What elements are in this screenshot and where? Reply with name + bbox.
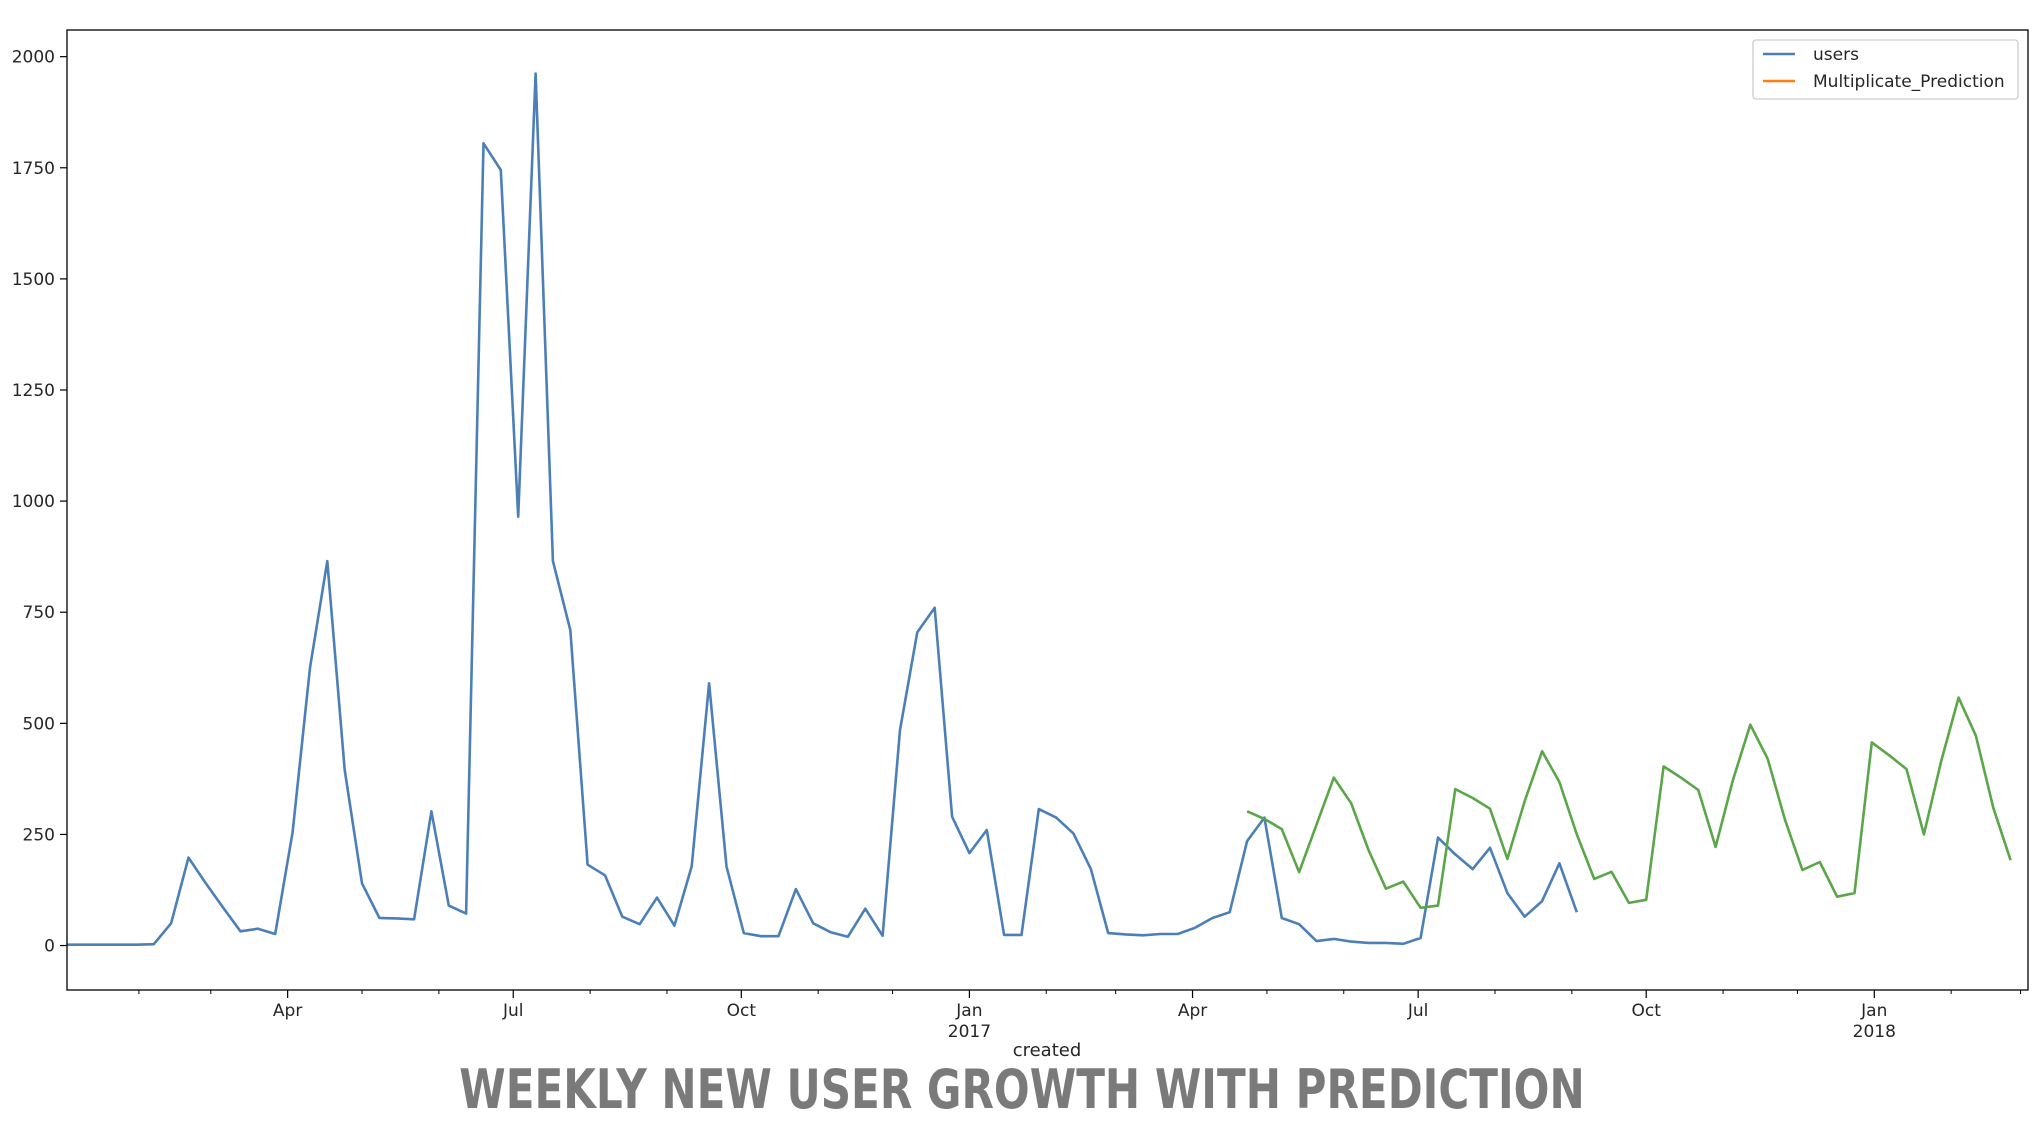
y-tick-label: 1000 <box>12 492 55 512</box>
x-tick-label: Jan <box>1860 1001 1887 1021</box>
y-tick-label: 500 <box>23 714 55 734</box>
y-tick-label: 1500 <box>12 270 55 290</box>
x-tick-year-label: 2017 <box>948 1022 991 1042</box>
x-tick-year-label: 2018 <box>1853 1022 1896 1042</box>
legend-box <box>1752 39 2019 100</box>
x-tick-label: Oct <box>1632 1001 1662 1021</box>
y-tick-label: 1250 <box>12 381 55 401</box>
y-tick-label: 250 <box>23 825 55 845</box>
x-tick-label: Oct <box>727 1001 757 1021</box>
series-line-users <box>67 72 1579 947</box>
x-tick-label: Jan <box>955 1001 982 1021</box>
legend: users Multiplicate_Prediction <box>1752 39 2019 100</box>
x-tick-label: Apr <box>1178 1001 1207 1021</box>
x-tick-label: Jul <box>502 1001 524 1021</box>
chart-caption: WEEKLY NEW USER GROWTH WITH PREDICTION <box>459 1058 1585 1121</box>
y-tick-label: 1750 <box>12 159 55 179</box>
x-tick-label: Apr <box>273 1001 302 1021</box>
series-line-prediction <box>1246 696 2012 910</box>
y-tick-label: 750 <box>23 603 55 623</box>
y-tick-label: 0 <box>44 937 55 957</box>
y-tick-label: 2000 <box>12 48 55 68</box>
x-axis-label: created <box>1013 1040 1082 1061</box>
plot-frame <box>66 29 2029 991</box>
x-tick-label: Jul <box>1407 1001 1429 1021</box>
y-axis: 0 250 500 750 1000 1250 1500 1750 2000 <box>12 48 67 957</box>
series-layer <box>67 72 2012 947</box>
legend-label-users: users <box>1813 45 1859 65</box>
legend-label-prediction: Multiplicate_Prediction <box>1813 72 2005 92</box>
